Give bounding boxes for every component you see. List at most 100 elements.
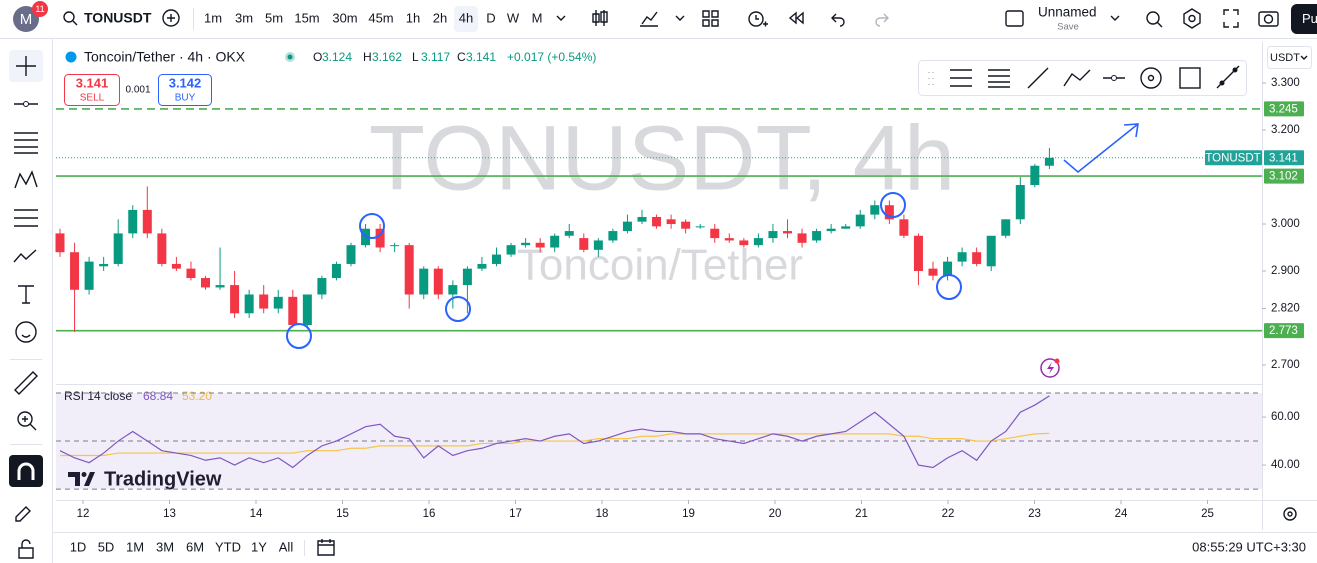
trend-line-tool	[23, 101, 29, 107]
circle-drawing[interactable]	[359, 213, 385, 239]
candle-body	[666, 219, 676, 225]
indicators-icon[interactable]	[640, 11, 658, 27]
range[interactable]: YTD	[215, 539, 241, 554]
candle-body	[142, 209, 152, 234]
candle-body	[564, 231, 574, 236]
interval[interactable]: D	[486, 10, 495, 25]
crosshair-tool[interactable]	[16, 56, 36, 76]
layout-name[interactable]: Unnamed	[1038, 5, 1097, 20]
interval[interactable]: M	[532, 10, 543, 25]
toolbar-tool	[1219, 80, 1225, 86]
tv-logo	[81, 472, 87, 477]
level-label: 2.773	[1269, 325, 1298, 337]
price-pane	[55, 108, 1262, 333]
interval[interactable]: 15m	[294, 10, 319, 25]
range[interactable]: 3M	[156, 539, 174, 554]
arrow-drawing[interactable]	[1063, 123, 1139, 174]
range[interactable]: 5D	[98, 539, 115, 554]
change: +0.017 (+0.54%)	[507, 50, 596, 64]
sell-button[interactable]	[64, 74, 120, 106]
candle-body	[986, 235, 996, 267]
ruler-tool[interactable]	[14, 371, 38, 395]
candle-body	[419, 268, 429, 295]
compare-icon[interactable]	[162, 9, 180, 27]
candle-body	[346, 245, 356, 264]
buy-button[interactable]	[158, 74, 212, 106]
geometric-tool[interactable]	[13, 249, 37, 263]
y-tick-label: 3.000	[1271, 218, 1300, 230]
drag-handle[interactable]	[928, 72, 934, 85]
circle-drawing[interactable]	[880, 192, 906, 218]
range[interactable]: 1M	[126, 539, 144, 554]
undo-icon[interactable]	[831, 13, 845, 27]
chevron[interactable]	[1110, 15, 1120, 21]
emoji-tool[interactable]	[15, 321, 37, 343]
candle-body	[215, 285, 225, 288]
snapshot-icon[interactable]	[1258, 11, 1279, 27]
axis-settings[interactable]	[1283, 507, 1297, 521]
zoom-tool[interactable]	[17, 411, 33, 427]
layout-checkbox[interactable]	[1005, 10, 1024, 27]
edit-tool[interactable]	[15, 506, 31, 522]
toolbar-tool[interactable]	[1027, 67, 1049, 89]
level-label: 3.141	[1269, 152, 1298, 164]
redo-icon[interactable]	[875, 13, 889, 27]
ohlc-value: 3.124	[322, 50, 352, 64]
interval[interactable]: 30m	[332, 10, 357, 25]
candle-body	[724, 238, 734, 241]
interval[interactable]: 2h	[433, 10, 447, 25]
range[interactable]: All	[279, 539, 294, 554]
pattern-tool[interactable]	[14, 170, 38, 189]
save-label[interactable]: Save	[1057, 22, 1079, 33]
toolbar-tool[interactable]	[1179, 67, 1201, 89]
interval[interactable]: 5m	[265, 10, 283, 25]
toolbar-tool[interactable]	[950, 69, 972, 87]
interval[interactable]: W	[507, 10, 520, 25]
replay-icon[interactable]	[788, 11, 804, 25]
interval[interactable]: 3m	[235, 10, 253, 25]
fullscreen-icon[interactable]	[1223, 9, 1239, 28]
interval-chevron[interactable]	[556, 15, 566, 21]
alert-icon[interactable]	[748, 11, 764, 27]
toolbar-tool[interactable]	[1063, 69, 1091, 87]
legend-title: Toncoin/Tether · 4h · OKX	[84, 49, 246, 65]
chevron[interactable]	[675, 15, 685, 21]
chart-type-icon[interactable]	[592, 10, 608, 26]
interval[interactable]: 1h	[406, 10, 420, 25]
range[interactable]: 6M	[186, 539, 204, 554]
circle-drawing[interactable]	[445, 296, 471, 322]
circle-drawing[interactable]	[936, 274, 962, 300]
goto-date[interactable]	[317, 539, 335, 556]
x-tick-label: 21	[855, 508, 868, 520]
interval[interactable]: 45m	[368, 10, 393, 25]
interval[interactable]: 1m	[204, 10, 222, 25]
candle-body	[622, 221, 632, 232]
circle-drawing[interactable]	[286, 323, 312, 349]
magnet-tool[interactable]	[9, 455, 43, 487]
interval[interactable]: 4h	[459, 10, 473, 25]
settings-icon[interactable]	[1183, 8, 1201, 29]
candle-body	[128, 209, 138, 234]
symbol[interactable]: TONUSDT	[84, 10, 152, 26]
fib-tool[interactable]	[14, 132, 38, 154]
avatar[interactable]	[13, 6, 39, 32]
toolbar-tool[interactable]	[1140, 67, 1162, 89]
watermark: TONUSDT, 4h	[369, 107, 955, 209]
quick-search[interactable]	[1146, 11, 1160, 25]
currency-button[interactable]	[1267, 46, 1312, 69]
spread: 0.001	[125, 85, 150, 96]
range[interactable]: 1D	[70, 539, 87, 554]
toolbar-tool[interactable]	[988, 69, 1010, 88]
candle-body	[913, 235, 923, 271]
text-tool[interactable]	[18, 285, 34, 304]
events-dot	[1054, 358, 1060, 364]
candle-body	[99, 263, 109, 267]
publish-button[interactable]	[1291, 4, 1317, 34]
layout-icon[interactable]	[702, 10, 719, 27]
events-icon[interactable]	[1040, 358, 1060, 378]
search-icon[interactable]	[63, 11, 75, 23]
search-icon	[72, 20, 78, 26]
lock-tool[interactable]	[18, 539, 34, 559]
range[interactable]: 1Y	[251, 539, 267, 554]
forecast-tool[interactable]	[14, 209, 38, 227]
